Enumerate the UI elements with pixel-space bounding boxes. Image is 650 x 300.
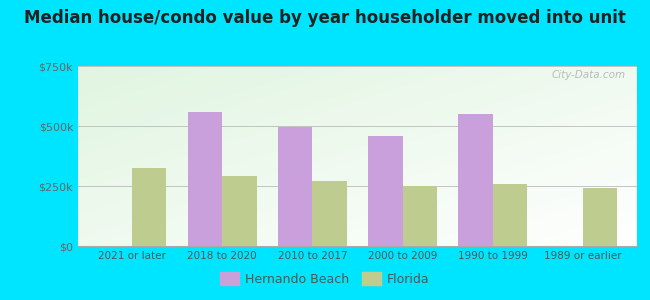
Bar xyxy=(188,112,222,246)
Bar xyxy=(583,188,617,246)
Bar xyxy=(458,114,493,246)
Text: City-Data.com: City-Data.com xyxy=(552,70,626,80)
Bar xyxy=(402,186,437,246)
Bar xyxy=(369,136,402,246)
Text: Median house/condo value by year householder moved into unit: Median house/condo value by year househo… xyxy=(24,9,626,27)
Bar xyxy=(222,176,257,246)
Bar xyxy=(132,168,166,246)
Bar xyxy=(493,184,527,246)
Bar xyxy=(313,181,346,246)
Legend: Hernando Beach, Florida: Hernando Beach, Florida xyxy=(215,267,435,291)
Bar xyxy=(278,127,313,246)
